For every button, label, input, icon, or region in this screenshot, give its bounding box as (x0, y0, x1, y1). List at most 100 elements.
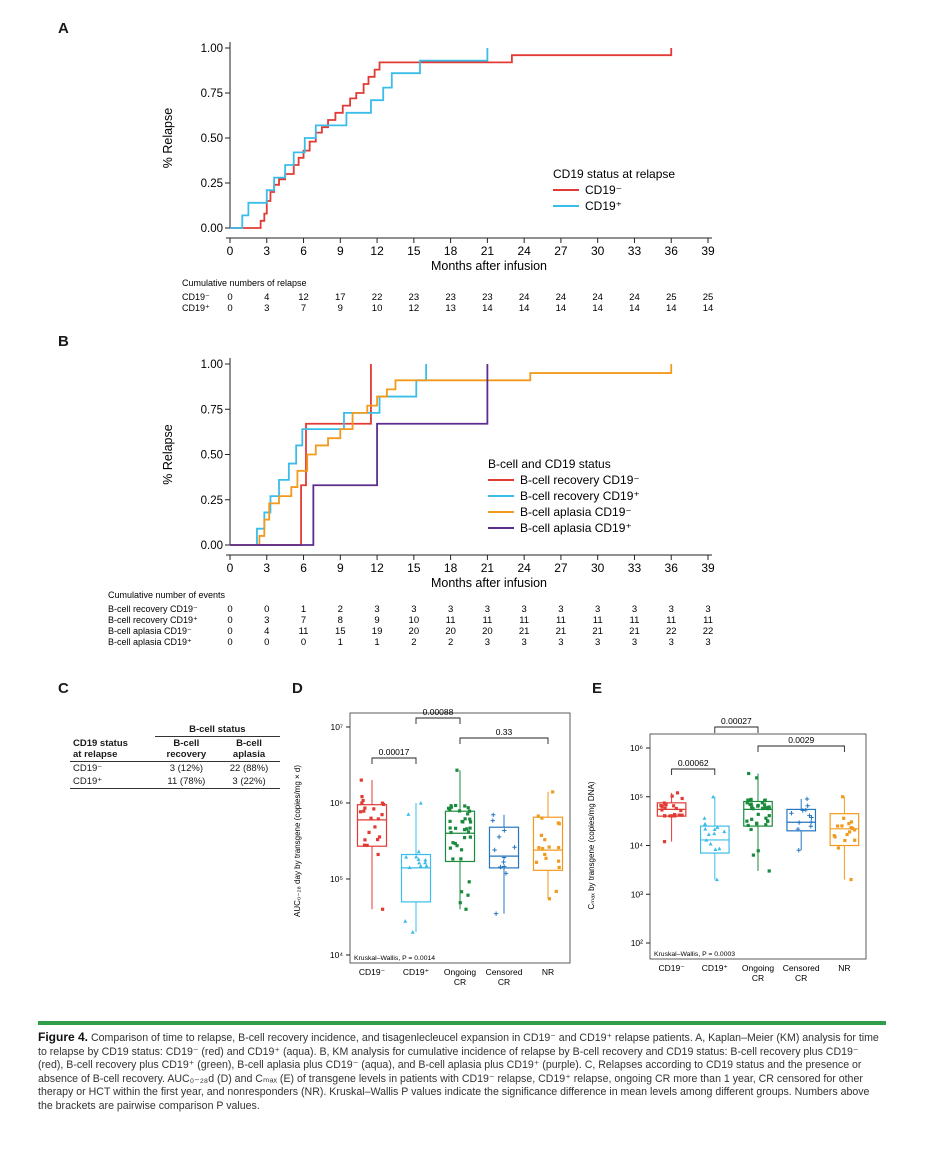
risk-table-row-label: B-cell recovery CD19⁻ (108, 604, 198, 614)
risk-table-cell: 11 (446, 615, 456, 626)
data-point (835, 824, 840, 828)
data-point (679, 808, 683, 813)
risk-table-cell: 0 (264, 637, 269, 648)
pvalue-bracket (415, 717, 461, 724)
x-tick-label: CD19⁺ (403, 967, 429, 977)
data-point (805, 803, 810, 808)
x-tick-label: CR (454, 977, 466, 987)
table-col1-header: B-cell recovery (166, 738, 207, 760)
x-tick-label: 6 (300, 561, 307, 575)
kruskal-wallis-label: Kruskal–Wallis, P = 0.0003 (654, 951, 735, 958)
x-tick-label: CD19⁺ (702, 963, 728, 973)
table-row-label: CD19⁺ (70, 775, 155, 789)
risk-table-cell: 20 (445, 626, 456, 637)
legend-label: CD19⁺ (585, 199, 622, 213)
data-point (423, 857, 428, 862)
data-point (448, 819, 452, 823)
data-point (406, 812, 411, 816)
data-point (448, 846, 452, 850)
risk-table-cell: 4 (264, 626, 269, 637)
data-point (663, 806, 667, 810)
risk-table-cell: 11 (299, 626, 309, 637)
data-point (462, 836, 467, 840)
risk-table-cell: 3 (448, 604, 453, 615)
data-point (670, 794, 674, 798)
data-point (557, 865, 561, 870)
box-chart-e: 10² 10³ 10⁴ 10⁵ 10⁶ Cₘₐₓ by transgene (copies… (587, 716, 867, 983)
risk-table-cell: 24 (629, 292, 640, 303)
data-point (760, 801, 764, 805)
risk-table-cell: 21 (519, 626, 530, 637)
data-point (451, 841, 455, 845)
risk-table-cell: 3 (374, 604, 379, 615)
x-tick-label: 12 (370, 561, 384, 575)
data-point (503, 871, 509, 876)
data-point (745, 819, 749, 823)
data-point (361, 798, 365, 803)
x-axis-label: Months after infusion (431, 259, 547, 273)
data-point (537, 846, 541, 850)
km-curve (230, 364, 673, 546)
x-axis-label: Months after infusion (431, 576, 547, 590)
y-tick-label: 10⁵ (630, 792, 643, 802)
relapse-table-c: B-cell status CD19 status at relapse B-ce… (70, 723, 280, 789)
x-tick-label: CR (752, 973, 764, 983)
risk-table-cell: 3 (558, 604, 563, 615)
data-point (464, 907, 468, 911)
risk-table-cell: 25 (703, 292, 714, 303)
risk-table-cell: 3 (705, 637, 710, 648)
figure-caption: Figure 4. Comparison of time to relapse,… (38, 1030, 886, 1114)
table-col2-header: B-cell aplasia (232, 738, 266, 760)
x-tick-label: 21 (481, 244, 495, 258)
data-point (755, 776, 759, 780)
data-point (767, 869, 771, 873)
y-tick-label: 10⁵ (330, 874, 343, 884)
risk-table-cell: 24 (556, 292, 567, 303)
risk-table-cell: 14 (556, 303, 567, 314)
km-chart-a: 0.000.250.500.751.000 3 6 9 12 15 18 21 24 27 30 33… (161, 42, 715, 314)
risk-table-cell: 0 (264, 604, 269, 615)
data-point (704, 838, 709, 842)
box-chart-d: 10⁴ 10⁵ 10⁶ 10⁷ AUC₀₋₂₈ day by transgene (co… (293, 707, 571, 987)
risk-table-cell: 9 (374, 615, 379, 626)
x-tick-label: 9 (337, 561, 344, 575)
data-point (541, 846, 545, 851)
data-point (465, 827, 469, 831)
data-point (512, 845, 517, 850)
data-point (466, 806, 470, 810)
risk-table-cell: 11 (703, 615, 713, 626)
x-tick-label: Censored (783, 963, 820, 973)
data-point (841, 795, 845, 799)
data-point (746, 798, 750, 802)
data-point (372, 807, 376, 811)
data-point (660, 808, 664, 812)
x-tick-label: 15 (407, 244, 421, 258)
data-point (717, 846, 722, 851)
risk-table-cell: 3 (522, 604, 527, 615)
risk-table-cell: 14 (519, 303, 530, 314)
caption-rule (38, 1021, 886, 1025)
data-point (749, 827, 753, 832)
risk-table-cell: 4 (264, 292, 269, 303)
risk-table-cell: 2 (448, 637, 453, 648)
data-point (416, 857, 421, 861)
data-point (803, 807, 808, 813)
y-tick-label: 0.50 (201, 450, 223, 462)
data-point (360, 795, 364, 799)
legend-label: B-cell aplasia CD19⁺ (520, 521, 632, 535)
risk-table-row-label: CD19⁺ (182, 303, 210, 313)
risk-table-cell: 3 (669, 637, 674, 648)
data-point (750, 806, 754, 810)
data-point (454, 826, 458, 830)
data-point (808, 824, 814, 829)
data-point (459, 848, 464, 852)
y-tick-label: 0.00 (201, 540, 223, 552)
data-point (458, 901, 462, 905)
data-point (547, 897, 552, 901)
risk-table-row-label: CD19⁻ (182, 292, 210, 302)
risk-table-cell: 10 (409, 615, 420, 626)
data-point (715, 825, 720, 830)
data-point (674, 806, 678, 811)
data-point (448, 826, 452, 830)
risk-table-cell: 11 (519, 615, 529, 626)
